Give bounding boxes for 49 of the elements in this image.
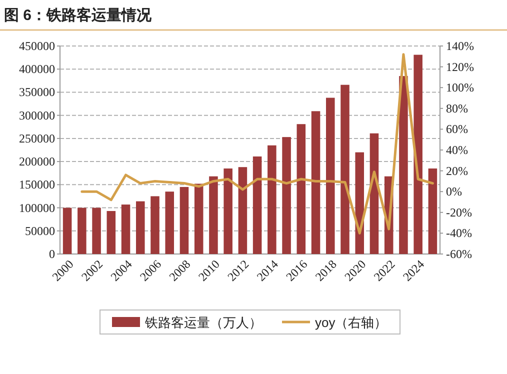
legend-label: 铁路客运量（万人）: [144, 315, 262, 330]
y-tick-label: 450000: [19, 39, 55, 53]
bar: [311, 111, 320, 254]
y-tick-label: 50000: [25, 224, 55, 238]
y2-tick-label: 0%: [446, 184, 462, 199]
legend-label: yoy（右轴）: [315, 315, 388, 330]
bar: [78, 208, 86, 254]
bar: [282, 137, 291, 254]
bar: [121, 204, 130, 254]
bar: [180, 186, 189, 254]
bar: [238, 167, 248, 254]
y-tick-label: 350000: [19, 85, 55, 100]
bar: [150, 196, 160, 254]
y-tick-label: 400000: [19, 62, 55, 76]
y-tick-label: 250000: [19, 131, 55, 146]
bar: [326, 98, 335, 254]
bar: [106, 211, 116, 254]
bar: [414, 54, 422, 254]
bar: [355, 152, 364, 254]
y2-tick-label: 100%: [446, 80, 474, 95]
bar: [209, 176, 218, 254]
y2-tick-label: -20%: [446, 205, 472, 220]
y2-tick-label: -60%: [446, 247, 472, 261]
y2-tick-label: -40%: [446, 226, 472, 240]
y2-tick-label: 120%: [446, 60, 474, 74]
bar: [92, 208, 101, 254]
line-series: [80, 53, 434, 234]
bar: [296, 124, 306, 254]
y-tick-label: 300000: [19, 108, 55, 122]
y-tick-label: 0: [49, 247, 55, 261]
bar: [268, 145, 276, 254]
y-tick-label: 200000: [19, 154, 55, 169]
bar: [252, 156, 262, 254]
y-tick-label: 100000: [19, 200, 55, 215]
y-tick-label: 150000: [19, 178, 55, 192]
bar: [165, 192, 174, 254]
chart-title: 图 6：铁路客运量情况: [4, 6, 153, 24]
bar: [224, 168, 232, 254]
bar: [136, 201, 145, 254]
bar: [340, 84, 350, 254]
bar: [62, 208, 72, 254]
y2-tick-label: 140%: [446, 39, 474, 53]
y2-tick-label: 20%: [446, 164, 468, 178]
y2-tick-label: 60%: [446, 122, 468, 136]
bar: [194, 184, 204, 254]
y2-tick-label: 80%: [446, 101, 468, 116]
y2-tick-label: 40%: [446, 143, 468, 157]
bar: [399, 76, 408, 254]
bar: [428, 168, 438, 254]
